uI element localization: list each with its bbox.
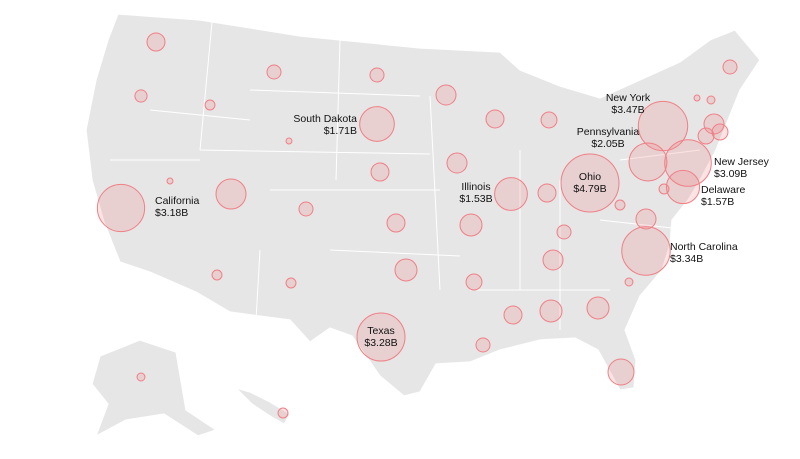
bubble xyxy=(134,89,148,103)
bubble xyxy=(503,305,523,325)
value-label: $3.28B xyxy=(364,337,397,349)
bubble xyxy=(298,201,314,217)
bubble xyxy=(664,139,712,187)
value-label: $3.34B xyxy=(670,253,703,265)
bubble xyxy=(465,273,483,291)
basemap xyxy=(85,13,761,438)
bubble xyxy=(722,59,738,75)
state-name: South Dakota xyxy=(293,113,357,125)
bubble xyxy=(697,127,715,145)
bubble xyxy=(560,153,620,213)
bubble xyxy=(475,337,491,353)
value-label: $1.57B xyxy=(701,196,734,208)
bubble xyxy=(370,162,390,182)
state-name: New Jersey xyxy=(714,156,770,168)
state-name: Illinois xyxy=(461,181,490,193)
bubble xyxy=(539,299,563,323)
lower-48 xyxy=(85,13,761,397)
state-name: New York xyxy=(606,92,651,104)
state-name: Delaware xyxy=(701,184,746,196)
bubble xyxy=(494,177,528,211)
bubble xyxy=(537,183,557,203)
alaska xyxy=(91,339,218,438)
bubble xyxy=(285,137,293,145)
bubble xyxy=(459,213,483,237)
bubble xyxy=(665,169,701,205)
state-borders xyxy=(110,21,701,330)
bubble xyxy=(386,213,406,233)
bubble xyxy=(556,224,572,240)
bubble xyxy=(658,183,670,195)
value-label: $1.53B xyxy=(459,193,492,205)
state-name: Texas xyxy=(367,325,394,337)
value-label: $3.18B xyxy=(155,207,188,219)
bubble xyxy=(485,109,505,129)
bubble xyxy=(540,111,558,129)
bubble xyxy=(166,177,174,185)
bubble xyxy=(586,296,610,320)
bubble xyxy=(211,269,223,281)
bubble xyxy=(635,208,657,230)
bubble xyxy=(628,142,668,182)
bubble xyxy=(607,358,635,386)
hawaii xyxy=(233,386,291,425)
state-name: Ohio xyxy=(579,171,601,183)
bubble xyxy=(394,258,418,282)
state-name: North Carolina xyxy=(670,241,738,253)
bubble xyxy=(706,95,716,105)
value-label: $3.09B xyxy=(714,168,747,180)
value-label: $4.79B xyxy=(573,183,606,195)
bubble xyxy=(359,106,395,142)
bubble xyxy=(96,183,146,233)
bubble xyxy=(621,226,671,276)
bubble xyxy=(215,178,247,210)
bubble xyxy=(446,152,468,174)
bubble xyxy=(624,277,634,287)
state-name: California xyxy=(155,195,200,207)
bubble xyxy=(435,84,457,106)
bubble xyxy=(277,407,289,419)
value-label: $2.05B xyxy=(591,138,624,150)
bubble xyxy=(356,312,406,362)
bubble xyxy=(693,94,701,102)
bubble xyxy=(369,67,385,83)
bubble xyxy=(711,123,729,141)
bubble xyxy=(266,64,282,80)
bubble xyxy=(136,372,146,382)
bubble xyxy=(146,32,166,52)
value-label: $1.71B xyxy=(324,125,357,137)
bubble xyxy=(542,249,564,271)
state-name: Pennsylvania xyxy=(577,126,640,138)
bubble xyxy=(614,199,626,211)
bubble xyxy=(285,277,297,289)
bubble xyxy=(204,99,216,111)
value-label: $3.47B xyxy=(611,104,644,116)
